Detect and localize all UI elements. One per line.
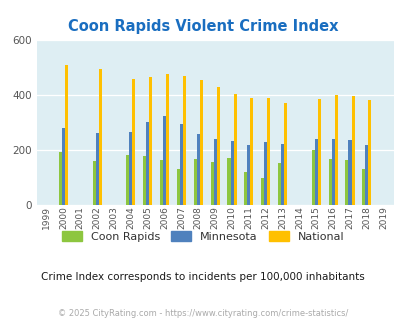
Text: © 2025 CityRating.com - https://www.cityrating.com/crime-statistics/: © 2025 CityRating.com - https://www.city… — [58, 309, 347, 318]
Bar — [149, 77, 152, 205]
Bar — [210, 162, 213, 205]
Bar — [193, 159, 196, 205]
Bar — [347, 140, 351, 205]
Bar — [177, 169, 179, 205]
Bar — [367, 100, 371, 205]
Bar — [62, 128, 65, 205]
Bar — [183, 76, 185, 205]
Bar — [166, 74, 169, 205]
Bar — [317, 99, 320, 205]
Bar — [233, 93, 236, 205]
Bar — [213, 139, 216, 205]
Bar — [260, 178, 264, 205]
Bar — [230, 141, 233, 205]
Bar — [247, 145, 250, 205]
Bar — [280, 144, 284, 205]
Bar — [361, 169, 364, 205]
Bar — [96, 133, 98, 205]
Bar — [284, 103, 286, 205]
Bar — [126, 154, 129, 205]
Legend: Coon Rapids, Minnesota, National: Coon Rapids, Minnesota, National — [57, 227, 348, 246]
Bar — [132, 79, 135, 205]
Bar — [196, 135, 199, 205]
Bar — [351, 96, 354, 205]
Bar — [227, 158, 230, 205]
Bar — [160, 160, 163, 205]
Bar — [277, 163, 280, 205]
Bar — [216, 87, 219, 205]
Bar — [163, 116, 166, 205]
Bar — [266, 98, 270, 205]
Bar — [364, 145, 367, 205]
Bar — [199, 80, 202, 205]
Bar — [331, 139, 334, 205]
Bar — [334, 95, 337, 205]
Bar — [92, 161, 96, 205]
Bar — [98, 69, 102, 205]
Bar — [143, 156, 146, 205]
Bar — [314, 139, 317, 205]
Bar — [179, 124, 183, 205]
Bar — [129, 132, 132, 205]
Bar — [59, 152, 62, 205]
Bar — [250, 98, 253, 205]
Bar — [264, 142, 266, 205]
Bar — [65, 65, 68, 205]
Bar — [328, 159, 331, 205]
Bar — [345, 160, 347, 205]
Text: Coon Rapids Violent Crime Index: Coon Rapids Violent Crime Index — [68, 19, 337, 34]
Bar — [311, 150, 314, 205]
Bar — [244, 172, 247, 205]
Bar — [146, 122, 149, 205]
Text: Crime Index corresponds to incidents per 100,000 inhabitants: Crime Index corresponds to incidents per… — [41, 272, 364, 282]
